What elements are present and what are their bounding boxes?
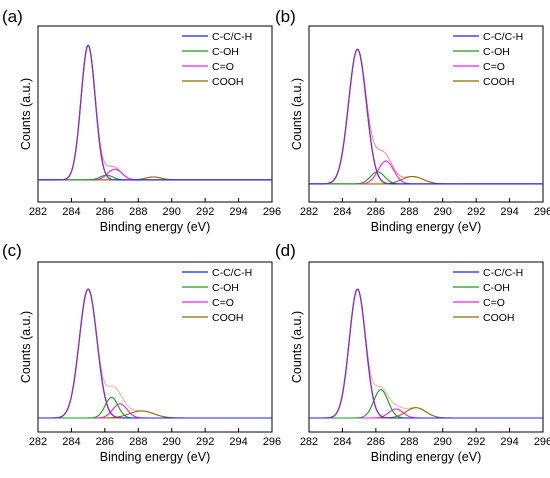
panel-a: 282 284 286 288 290 292 294 296 Binding energy (…: [2, 7, 281, 234]
x-tick-label: 282: [300, 436, 318, 448]
x-tick-label: 282: [29, 206, 47, 218]
panel-label: (d): [275, 241, 296, 260]
legend-label: C-OH: [212, 282, 239, 294]
y-axis-label: Counts (a.u.): [19, 311, 33, 383]
x-tick-label: 294: [229, 206, 247, 218]
series-line-c-c-c-h: [309, 288, 543, 419]
x-axis-label: Binding energy (eV): [100, 450, 210, 464]
x-tick-label: 288: [129, 436, 147, 448]
x-tick-label: 288: [400, 206, 418, 218]
x-tick-label: 294: [229, 436, 247, 448]
plot-frame: [308, 25, 544, 203]
panel-c: 282 284 286 288 290 292 294 296 Binding energy (…: [2, 241, 281, 464]
legend-label: COOH: [212, 76, 244, 88]
main-peak-overlay: [54, 288, 122, 419]
envelope-curve: [38, 44, 272, 181]
x-tick-label: 286: [367, 436, 385, 448]
x-tick-label: 290: [163, 206, 181, 218]
legend-label: C-OH: [483, 282, 510, 294]
x-tick-label: 282: [300, 206, 318, 218]
envelope-curve: [309, 48, 543, 185]
main-peak-overlay: [61, 44, 115, 181]
x-tick-label: 292: [467, 436, 485, 448]
series-line-c-c-c-h: [309, 48, 543, 185]
x-tick-label: 290: [434, 206, 452, 218]
series-line-c-c-c-h: [38, 288, 272, 419]
legend-label: C-C/C-H: [483, 267, 523, 279]
x-tick-label: 296: [534, 436, 550, 448]
x-tick-label: 286: [96, 436, 114, 448]
plot-frame: [37, 261, 273, 433]
x-tick-label: 296: [534, 206, 550, 218]
x-tick-label: 284: [62, 436, 80, 448]
plot-frame: [308, 261, 544, 433]
x-axis-label: Binding energy (eV): [100, 220, 210, 234]
panel-d: 282 284 286 288 290 292 294 296 Binding energy (…: [275, 241, 550, 464]
x-axis-label: Binding energy (eV): [371, 220, 481, 234]
x-tick-label: 294: [500, 206, 518, 218]
x-tick-label: 294: [500, 436, 518, 448]
x-tick-label: 296: [263, 206, 281, 218]
legend-label: COOH: [483, 312, 515, 324]
x-tick-label: 292: [196, 436, 214, 448]
y-axis-label: Counts (a.u.): [290, 78, 304, 150]
series-line-c-o: [38, 403, 272, 419]
x-tick-label: 282: [29, 436, 47, 448]
x-tick-label: 292: [196, 206, 214, 218]
x-tick-label: 296: [263, 436, 281, 448]
series-line-cooh: [38, 410, 272, 419]
x-tick-label: 290: [434, 436, 452, 448]
panel-label: (a): [2, 7, 23, 26]
series-line-c-oh: [38, 396, 272, 419]
x-tick-label: 284: [62, 206, 80, 218]
series-line-cooh: [309, 407, 543, 419]
panel-b: 282 284 286 288 290 292 294 296 Binding energy (…: [275, 7, 550, 234]
legend-label: COOH: [212, 312, 244, 324]
series-line-c-o: [38, 168, 272, 181]
x-tick-label: 286: [96, 206, 114, 218]
series-line-cooh: [309, 176, 543, 185]
panel-label: (b): [275, 7, 296, 26]
x-tick-label: 292: [467, 206, 485, 218]
series-line-c-o: [309, 408, 543, 419]
legend-label: C-C/C-H: [483, 31, 523, 43]
x-tick-label: 290: [163, 436, 181, 448]
plot-frame: [37, 25, 273, 203]
legend-label: C=O: [483, 297, 505, 309]
series-line-c-oh: [309, 171, 543, 185]
legend-label: C=O: [483, 61, 505, 73]
legend-label: C=O: [212, 297, 234, 309]
legend-label: C=O: [212, 61, 234, 73]
x-tick-label: 284: [333, 206, 351, 218]
x-tick-label: 284: [333, 436, 351, 448]
x-tick-label: 288: [129, 206, 147, 218]
x-axis-label: Binding energy (eV): [371, 450, 481, 464]
legend-label: C-OH: [483, 46, 510, 58]
envelope-curve: [38, 288, 272, 419]
series-line-c-c-c-h: [38, 44, 272, 181]
envelope-curve: [309, 288, 543, 419]
series-line-c-oh: [309, 389, 543, 419]
legend-label: COOH: [483, 76, 515, 88]
main-peak-overlay: [327, 288, 389, 419]
x-tick-label: 286: [367, 206, 385, 218]
main-peak-overlay: [324, 48, 391, 185]
x-tick-label: 288: [400, 436, 418, 448]
y-axis-label: Counts (a.u.): [290, 311, 304, 383]
legend-label: C-OH: [212, 46, 239, 58]
legend-label: C-C/C-H: [212, 267, 252, 279]
panel-label: (c): [2, 241, 22, 260]
legend-label: C-C/C-H: [212, 31, 252, 43]
y-axis-label: Counts (a.u.): [19, 78, 33, 150]
